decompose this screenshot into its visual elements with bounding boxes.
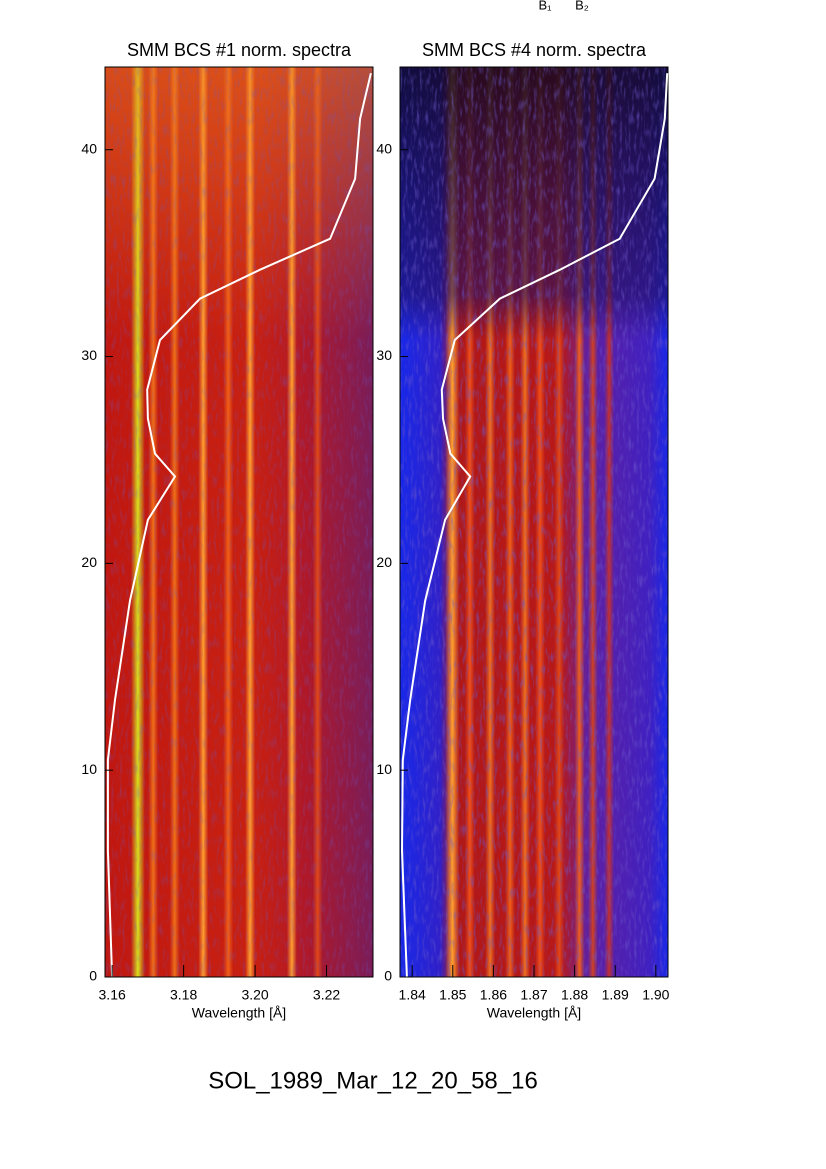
x-tick-label: 3.18 (170, 987, 197, 1003)
y-tick-label: 40 (376, 140, 392, 156)
y-tick-label: 40 (81, 140, 97, 156)
x-tick-label: 1.85 (439, 987, 466, 1003)
frame (104, 66, 374, 978)
x-axis-label: Wavelength [Å] (192, 1005, 286, 1021)
x-tick-label: 1.86 (480, 987, 507, 1003)
x-tick-label: 1.89 (602, 987, 629, 1003)
footer: SOL_1989_Mar_12_20_58_16 (208, 1067, 538, 1094)
y-tick-label: 10 (376, 761, 392, 777)
panel-title: SMM BCS #1 norm. spectra (127, 40, 352, 60)
noise-texture (400, 67, 668, 977)
y-tick-label: 0 (384, 968, 392, 984)
x-tick-label: 1.88 (561, 987, 588, 1003)
panel-title: SMM BCS #4 norm. spectra (422, 40, 647, 60)
light-curve (400, 73, 669, 978)
y-tick-label: 0 (89, 968, 97, 984)
x-axis-label: Wavelength [Å] (487, 1005, 581, 1021)
x-tick-label: 3.20 (241, 987, 268, 1003)
top-label: B₁ (538, 0, 552, 12)
x-tick-label: 1.90 (642, 987, 669, 1003)
x-tick-label: 3.16 (99, 987, 126, 1003)
y-tick-label: 10 (81, 761, 97, 777)
x-tick-label: 1.87 (520, 987, 547, 1003)
light-curve (106, 72, 372, 978)
top-label: B₂ (575, 0, 589, 12)
spectrogram-panel (400, 67, 668, 977)
spectrogram-panel (105, 67, 373, 977)
x-tick-label: 1.84 (399, 987, 426, 1003)
y-tick-label: 30 (81, 347, 97, 363)
x-tick-label: 3.22 (313, 987, 340, 1003)
y-tick-label: 20 (376, 554, 392, 570)
y-tick-label: 20 (81, 554, 97, 570)
y-tick-label: 30 (376, 347, 392, 363)
noise-texture (105, 67, 373, 977)
